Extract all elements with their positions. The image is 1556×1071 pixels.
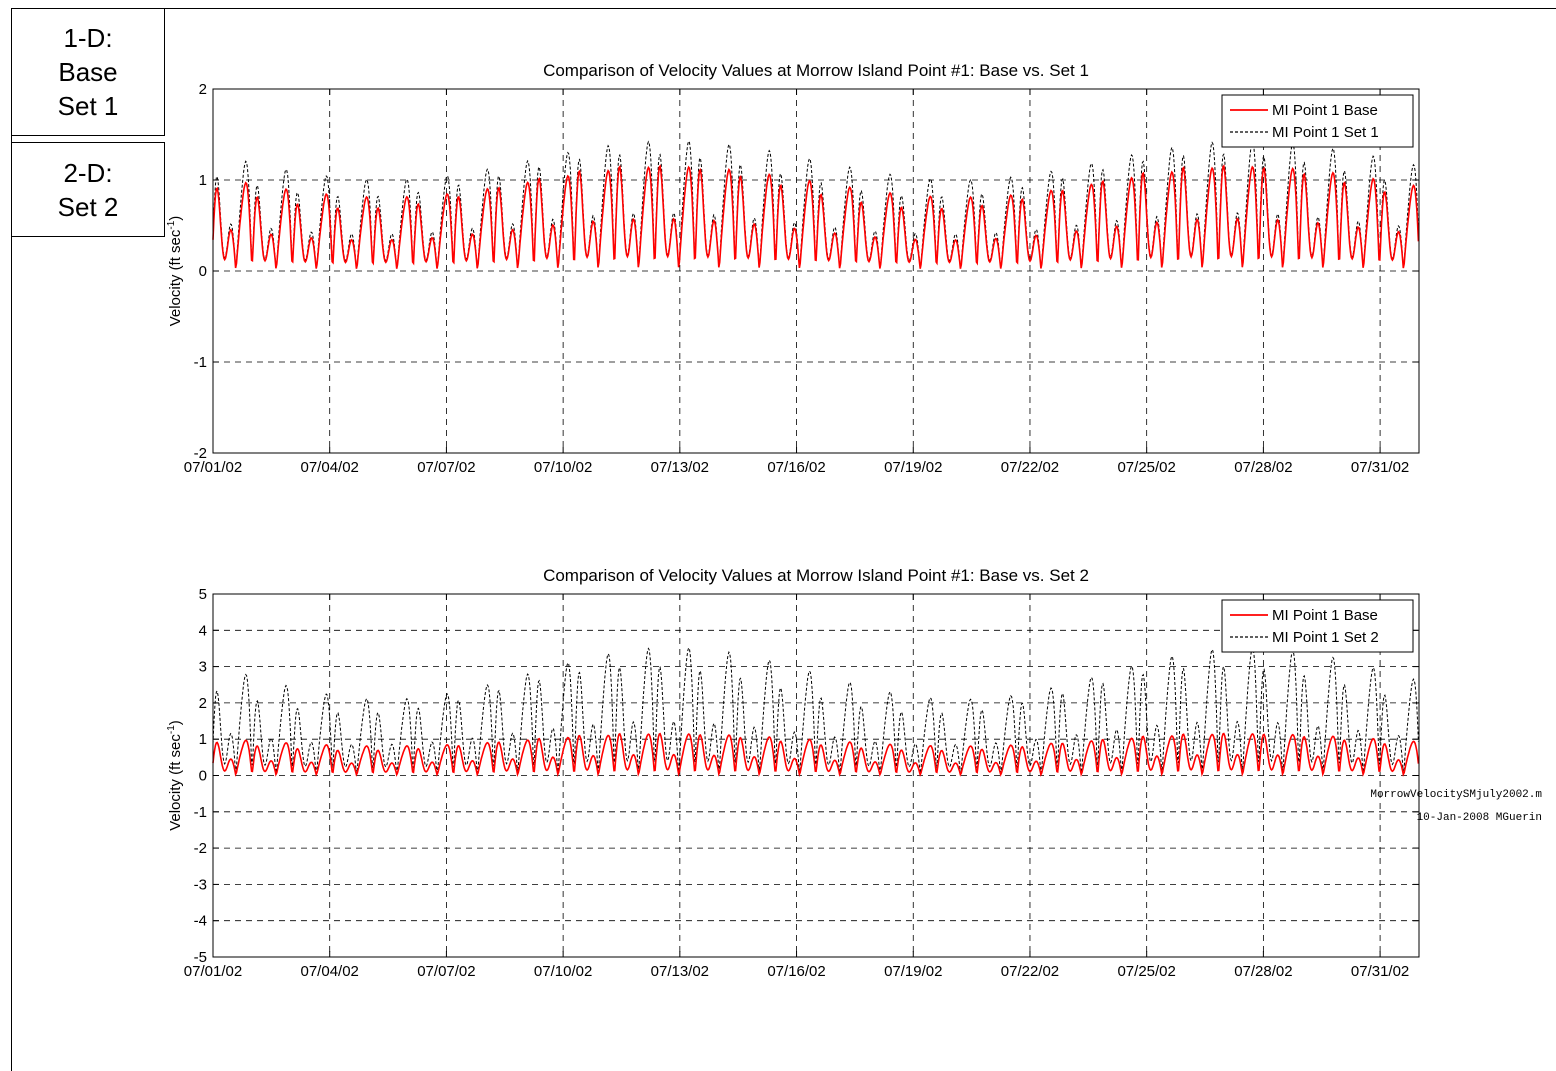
x-tick-label: 07/07/02 — [417, 459, 475, 476]
x-tick-label: 07/01/02 — [184, 963, 242, 980]
y-tick-label: -2 — [194, 445, 207, 462]
data-lines — [212, 139, 1420, 269]
x-tick-label: 07/01/02 — [184, 459, 242, 476]
label-box-1d-line: Base — [58, 57, 118, 87]
chart-title: Comparison of Velocity Values at Morrow … — [543, 61, 1089, 80]
label-box-2d-line: 2-D: — [63, 157, 113, 188]
y-tick-label: -2 — [194, 840, 207, 857]
x-tick-label: 07/04/02 — [301, 963, 359, 980]
legend-label: MI Point 1 Set 2 — [1272, 629, 1379, 646]
grid-lines — [213, 594, 1419, 957]
chart-2: 07/01/02 07/04/02 07/07/02 07/10/02 07/13/02… — [166, 566, 1420, 980]
x-tick-label: 07/28/02 — [1234, 459, 1292, 476]
figure-frame-left — [11, 8, 12, 1071]
y-tick-label: 4 — [199, 622, 207, 639]
footer-script-name: MorrowVelocitySMjuly2002.m — [1370, 789, 1542, 801]
x-tick-label: 07/19/02 — [884, 963, 942, 980]
series-line-base — [212, 732, 1420, 778]
y-tick-label: 1 — [199, 731, 207, 748]
y-tick-label: 2 — [199, 81, 207, 98]
y-tick-label: -5 — [194, 949, 207, 966]
legend-box — [1221, 599, 1414, 653]
y-tick-label: -3 — [194, 876, 207, 893]
y-axis-label: Velocity (ft sec-1) — [166, 720, 184, 831]
label-box-1d-line: 1-D: — [63, 23, 113, 53]
y-tick-label: 1 — [199, 172, 207, 189]
x-tick-label: 07/13/02 — [651, 459, 709, 476]
x-tick-label: 07/07/02 — [417, 963, 475, 980]
series-line-base — [212, 164, 1420, 269]
y-axis-label: Velocity (ft sec-1) — [166, 216, 184, 327]
x-tick-label: 07/25/02 — [1117, 963, 1175, 980]
y-tick-label: 0 — [199, 768, 207, 785]
x-tick-label: 07/31/02 — [1351, 963, 1409, 980]
x-tick-label: 07/10/02 — [534, 459, 592, 476]
data-lines — [212, 646, 1420, 778]
label-box-1d: 1-D: Base Set 1 — [11, 8, 165, 136]
chart-title: Comparison of Velocity Values at Morrow … — [543, 566, 1089, 585]
y-tick-label: 0 — [199, 263, 207, 280]
legend: MI Point 1 Base MI Point 1 Set 2 — [1221, 599, 1414, 653]
label-box-2d-line: Set 2 — [57, 191, 119, 222]
x-tick-label: 07/13/02 — [651, 963, 709, 980]
y-tick-label: -4 — [194, 913, 207, 930]
y-tick-label: -1 — [194, 354, 207, 371]
x-tick-label: 07/25/02 — [1117, 459, 1175, 476]
grid-lines — [213, 89, 1419, 453]
legend: MI Point 1 Base MI Point 1 Set 1 — [1221, 94, 1414, 148]
legend-box — [1221, 94, 1414, 148]
x-tick-label: 07/19/02 — [884, 459, 942, 476]
y-tick-label: -1 — [194, 804, 207, 821]
legend-label: MI Point 1 Base — [1272, 607, 1378, 624]
x-tick-label: 07/16/02 — [767, 459, 825, 476]
x-tick-label: 07/04/02 — [301, 459, 359, 476]
x-tick-label: 07/22/02 — [1001, 459, 1059, 476]
figure-frame-top — [11, 8, 1556, 9]
series-line-set — [212, 646, 1419, 774]
y-tick-label: 3 — [199, 659, 207, 676]
x-tick-label: 07/28/02 — [1234, 963, 1292, 980]
label-box-1d-line: Set 1 — [57, 91, 119, 121]
x-tick-label: 07/16/02 — [767, 963, 825, 980]
x-tick-label: 07/31/02 — [1351, 459, 1409, 476]
legend-label: MI Point 1 Set 1 — [1272, 124, 1379, 141]
footer-date-author: 10-Jan-2008 MGuerin — [1416, 812, 1542, 824]
x-tick-label: 07/10/02 — [534, 963, 592, 980]
y-tick-label: 5 — [199, 586, 207, 603]
label-box-2d: 2-D: Set 2 — [11, 142, 165, 237]
chart-1: 07/01/02 07/04/02 07/07/02 07/10/02 07/13/02… — [166, 61, 1420, 476]
x-tick-label: 07/22/02 — [1001, 963, 1059, 980]
legend-label: MI Point 1 Base — [1272, 102, 1378, 119]
y-tick-label: 2 — [199, 695, 207, 712]
